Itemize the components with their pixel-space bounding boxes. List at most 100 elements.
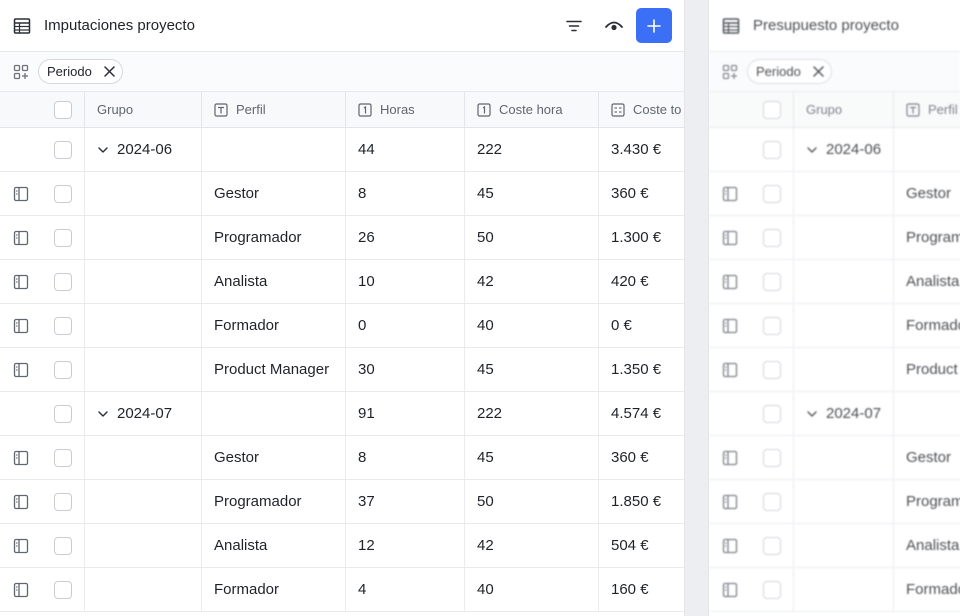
add-record-button[interactable] xyxy=(636,8,672,43)
table-row[interactable]: Formado xyxy=(709,304,960,348)
table-row[interactable]: Gestor 8 45 360 € xyxy=(0,436,684,480)
close-icon[interactable] xyxy=(104,66,115,77)
table-row[interactable]: Analista 10 42 420 € xyxy=(0,260,684,304)
row-checkbox[interactable] xyxy=(54,448,72,467)
row-checkbox[interactable] xyxy=(763,316,781,335)
expand-row-icon[interactable] xyxy=(13,318,29,334)
close-icon[interactable] xyxy=(813,66,824,77)
table-row[interactable]: Gestor 8 45 360 € xyxy=(0,172,684,216)
table-row[interactable]: Analista xyxy=(709,260,960,304)
chevron-down-icon[interactable] xyxy=(806,408,818,420)
row-checkbox[interactable] xyxy=(54,492,72,511)
row-checkbox[interactable] xyxy=(763,184,781,203)
expand-row-icon[interactable] xyxy=(13,230,29,246)
expand-row-icon[interactable] xyxy=(722,538,738,554)
group-by-icon[interactable] xyxy=(722,64,738,80)
table-row[interactable]: Gestor xyxy=(709,436,960,480)
table-row[interactable]: Programador 26 50 1.300 € xyxy=(0,216,684,260)
expand-row-icon[interactable] xyxy=(722,582,738,598)
row-checkbox[interactable] xyxy=(54,360,72,379)
column-header-4[interactable]: Coste to xyxy=(599,92,684,127)
expand-cell xyxy=(709,172,751,215)
expand-row-icon[interactable] xyxy=(722,494,738,510)
expand-cell xyxy=(0,216,42,259)
select-cell xyxy=(751,172,794,215)
column-header-3[interactable]: Coste hora xyxy=(465,92,599,127)
select-cell xyxy=(42,128,85,171)
group-row[interactable]: 2024-07 91 222 4.574 € xyxy=(0,392,684,436)
column-header-0[interactable]: Grupo xyxy=(85,92,202,127)
cell-horas: 8 xyxy=(346,436,465,479)
expand-row-icon[interactable] xyxy=(13,494,29,510)
expand-row-icon[interactable] xyxy=(13,186,29,202)
table-row[interactable]: Gestor xyxy=(709,172,960,216)
row-checkbox[interactable] xyxy=(54,140,72,159)
filter-button[interactable] xyxy=(562,14,586,38)
cell-coste-hora: 45 xyxy=(465,348,599,391)
row-checkbox[interactable] xyxy=(54,272,72,291)
table-row[interactable]: Product Manager 30 45 1.350 € xyxy=(0,348,684,392)
table-row[interactable]: Programador 37 50 1.850 € xyxy=(0,480,684,524)
row-checkbox[interactable] xyxy=(54,228,72,247)
cell-value: 3.430 € xyxy=(611,141,662,158)
group-row[interactable]: 2024-07 xyxy=(709,392,960,436)
cell-grupo: 2024-06 xyxy=(794,128,894,171)
row-checkbox[interactable] xyxy=(763,404,781,423)
table-row[interactable]: Formador 4 40 160 € xyxy=(0,568,684,612)
expand-row-icon[interactable] xyxy=(722,318,738,334)
filter-chip-periodo[interactable]: Periodo xyxy=(747,59,832,84)
expand-row-icon[interactable] xyxy=(13,274,29,290)
table-row[interactable]: Analista xyxy=(709,524,960,568)
chevron-down-icon[interactable] xyxy=(97,408,109,420)
row-checkbox[interactable] xyxy=(763,140,781,159)
expand-row-icon[interactable] xyxy=(13,538,29,554)
expand-row-icon[interactable] xyxy=(722,274,738,290)
row-checkbox[interactable] xyxy=(763,492,781,511)
expand-row-icon[interactable] xyxy=(722,362,738,378)
filter-chip-periodo[interactable]: Periodo xyxy=(38,59,123,84)
expand-row-icon[interactable] xyxy=(13,362,29,378)
expand-row-icon[interactable] xyxy=(722,186,738,202)
row-checkbox[interactable] xyxy=(54,316,72,335)
select-all-checkbox[interactable] xyxy=(54,100,72,119)
row-checkbox[interactable] xyxy=(763,228,781,247)
cell-value: 4.574 € xyxy=(611,405,662,422)
column-header-0[interactable]: Grupo xyxy=(794,92,894,127)
table-row[interactable]: Analista 12 42 504 € xyxy=(0,524,684,568)
group-row[interactable]: 2024-06 44 222 3.430 € xyxy=(0,128,684,172)
row-checkbox[interactable] xyxy=(54,184,72,203)
row-checkbox[interactable] xyxy=(763,360,781,379)
column-header-2[interactable]: Horas xyxy=(346,92,465,127)
row-checkbox[interactable] xyxy=(763,580,781,599)
row-checkbox[interactable] xyxy=(763,448,781,467)
cell-value: 160 € xyxy=(611,581,649,598)
table-row[interactable]: Formado xyxy=(709,568,960,612)
table-row[interactable]: Program xyxy=(709,216,960,260)
row-checkbox[interactable] xyxy=(54,580,72,599)
column-header-label: Perfil xyxy=(236,102,266,117)
select-all-checkbox[interactable] xyxy=(763,100,781,119)
table-row[interactable]: Product xyxy=(709,348,960,392)
expand-cell xyxy=(709,260,751,303)
table-row[interactable]: Formador 0 40 0 € xyxy=(0,304,684,348)
expand-row-icon[interactable] xyxy=(13,582,29,598)
column-header-1[interactable]: Perfil xyxy=(202,92,346,127)
expand-row-icon[interactable] xyxy=(722,450,738,466)
table-row[interactable]: Program xyxy=(709,480,960,524)
expand-row-icon[interactable] xyxy=(13,450,29,466)
group-by-icon[interactable] xyxy=(13,64,29,80)
row-checkbox[interactable] xyxy=(54,404,72,423)
select-cell xyxy=(42,216,85,259)
chevron-down-icon[interactable] xyxy=(806,144,818,156)
row-checkbox[interactable] xyxy=(763,536,781,555)
cell-perfil: Formador xyxy=(202,304,346,347)
row-checkbox[interactable] xyxy=(763,272,781,291)
select-cell xyxy=(42,524,85,567)
chevron-down-icon[interactable] xyxy=(97,144,109,156)
expand-row-icon[interactable] xyxy=(722,230,738,246)
row-checkbox[interactable] xyxy=(54,536,72,555)
column-header-1[interactable]: Perfil xyxy=(894,92,960,127)
cell-value: 37 xyxy=(358,493,375,510)
group-row[interactable]: 2024-06 xyxy=(709,128,960,172)
visibility-button[interactable] xyxy=(602,14,626,38)
